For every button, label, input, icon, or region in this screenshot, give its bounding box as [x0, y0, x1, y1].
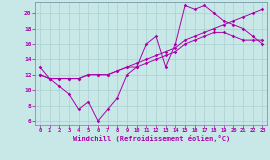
X-axis label: Windchill (Refroidissement éolien,°C): Windchill (Refroidissement éolien,°C) — [73, 135, 230, 142]
